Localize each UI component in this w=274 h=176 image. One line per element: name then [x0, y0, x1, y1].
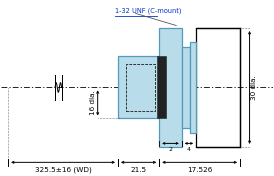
Text: 4: 4: [187, 147, 191, 152]
Bar: [126, 64, 155, 111]
Text: 1-32 UNF (C-mount): 1-32 UNF (C-mount): [115, 8, 182, 14]
Bar: [118, 56, 163, 118]
Text: 17.526: 17.526: [187, 167, 212, 173]
Bar: [159, 28, 182, 147]
Bar: [190, 42, 196, 133]
Bar: [157, 56, 166, 118]
Text: 30 dia.: 30 dia.: [252, 75, 258, 100]
Text: 16 dia.: 16 dia.: [90, 91, 96, 115]
Bar: [182, 47, 190, 128]
Text: 325.5±16 (WD): 325.5±16 (WD): [35, 167, 92, 173]
Bar: [196, 28, 240, 147]
Text: 21.5: 21.5: [131, 167, 147, 173]
Text: 2: 2: [169, 147, 173, 152]
